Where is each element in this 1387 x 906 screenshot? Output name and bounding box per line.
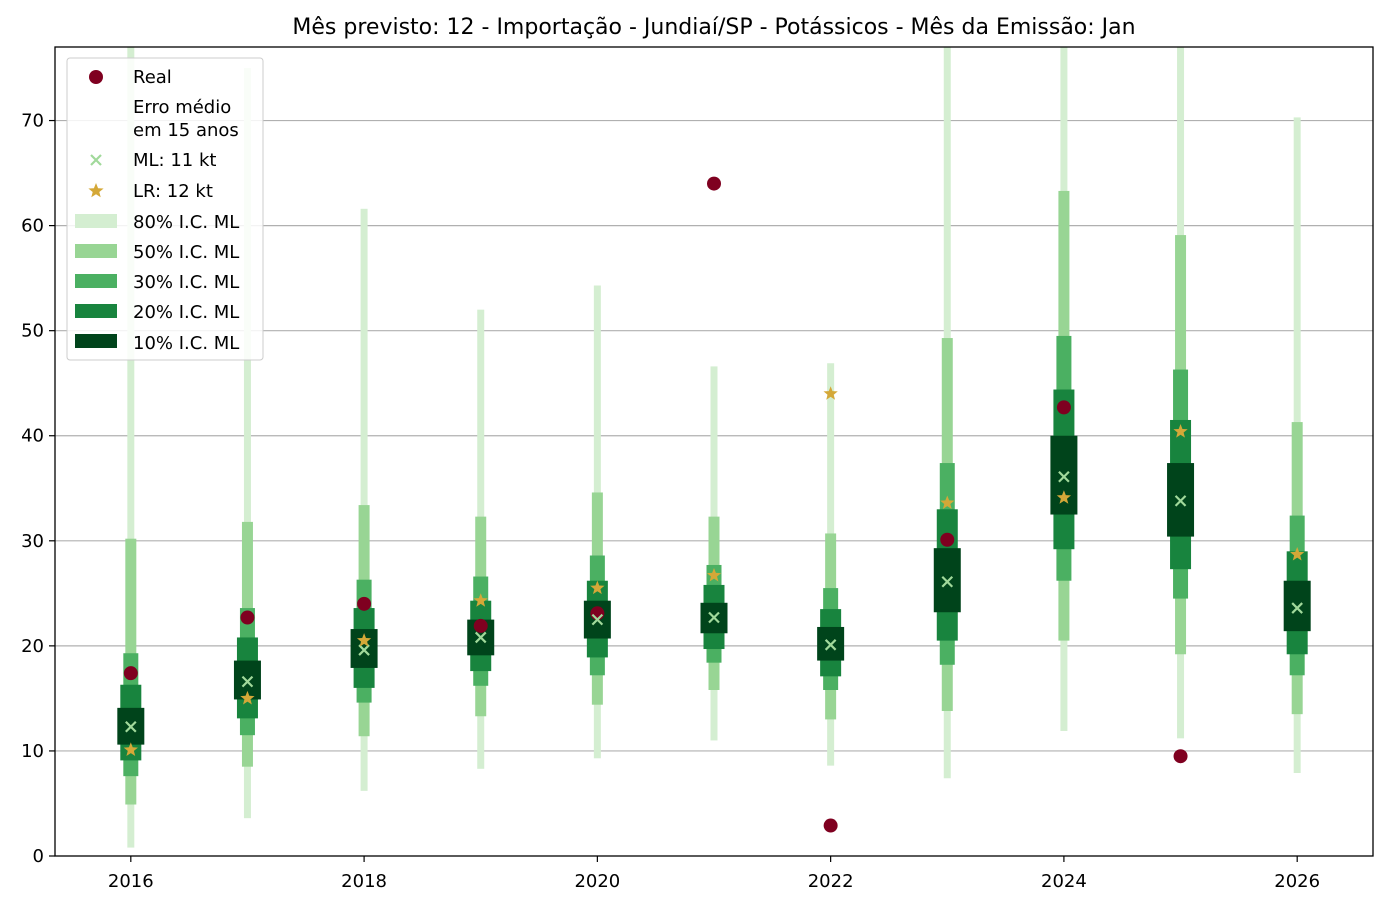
legend-ci20-swatch	[75, 304, 117, 318]
interval-ci10-2023	[933, 548, 961, 613]
y-tick-label-0: 0	[33, 846, 44, 867]
plot-frame	[54, 46, 1374, 857]
legend-real-label: Real	[133, 67, 172, 88]
lr-point-2023	[940, 495, 955, 510]
interval-ci10-2026	[1283, 580, 1311, 632]
x-axis: 2016 2018 2020 2022 2024 2026	[108, 856, 1320, 892]
x-tick-label-2018: 2018	[341, 871, 387, 892]
ml-point-2021	[708, 611, 720, 624]
lr-point-2021	[706, 567, 722, 582]
legend-ml-label: ML: 11 kt	[133, 150, 216, 171]
legend-ci80-label: 80% I.C. ML	[133, 212, 239, 233]
legend-ci30-swatch	[75, 274, 117, 288]
y-tick-label-70: 70	[21, 111, 44, 132]
legend-ml-marker	[90, 154, 102, 166]
y-tick-label-20: 20	[21, 636, 44, 657]
real-point-2018	[357, 596, 372, 611]
y-tick-label-40: 40	[21, 426, 44, 447]
x-tick-label-2020: 2020	[574, 871, 620, 892]
interval-bars	[117, 47, 1311, 848]
real-point-2025	[1173, 749, 1188, 764]
lr-point-2026	[1290, 546, 1305, 561]
ml-point-2016	[125, 720, 137, 733]
real-point-2023	[940, 532, 955, 547]
lr-point-2024	[1056, 490, 1072, 504]
y-tick-label-30: 30	[21, 531, 44, 552]
legend-lr-label: LR: 12 kt	[133, 181, 213, 202]
legend-ci10-swatch	[75, 334, 117, 348]
x-tick-label-2016: 2016	[108, 871, 154, 892]
lr-point-2025	[1173, 424, 1188, 438]
legend-real-marker	[89, 70, 103, 84]
x-tick-label-2022: 2022	[808, 871, 854, 892]
interval-ci80-2018	[360, 208, 368, 791]
y-tick-label-60: 60	[21, 216, 44, 237]
ml-point-2017	[241, 675, 254, 688]
ml-point-2026	[1291, 602, 1303, 614]
lr-point-2022	[823, 386, 838, 400]
lr-point-2016	[123, 742, 138, 756]
real-point-2019	[473, 618, 488, 633]
ml-point-2018	[358, 644, 370, 656]
chart-title: Mês previsto: 12 - Importação - Jundiaí/…	[292, 15, 1135, 40]
real-point-2016	[123, 666, 138, 681]
x-tick-label-2026: 2026	[1274, 871, 1320, 892]
interval-ci10-2024	[1050, 435, 1078, 515]
lr-point-2018	[356, 633, 372, 647]
legend: Real Erro médio em 15 anos ML: 11 kt LR:…	[66, 57, 264, 361]
lr-point-2017	[240, 690, 255, 705]
legend-error-line2: em 15 anos	[133, 120, 239, 141]
lr-point-2020	[590, 580, 605, 595]
real-point-2024	[1056, 400, 1071, 415]
interval-ci80-2017	[243, 68, 251, 819]
y-tick-label-50: 50	[21, 321, 44, 342]
legend-ci50-label: 50% I.C. ML	[133, 242, 239, 263]
legend-ci80-swatch	[75, 214, 117, 228]
ml-point-2023	[941, 576, 954, 588]
ml-point-2022	[824, 639, 837, 651]
real-point-2017	[240, 610, 255, 625]
y-tick-label-10: 10	[21, 741, 44, 762]
legend-lr-marker	[88, 183, 104, 198]
legend-ci20-label: 20% I.C. ML	[133, 302, 239, 323]
lr-point-2019	[473, 593, 488, 607]
ml-point-2025	[1174, 495, 1187, 507]
ml-point-2020	[591, 613, 604, 626]
real-point-2022	[823, 818, 838, 833]
legend-error-line1: Erro médio	[133, 97, 231, 118]
markers	[123, 176, 1305, 833]
legend-ci50-swatch	[75, 244, 117, 258]
interval-ci80-2016	[127, 47, 135, 848]
ml-point-2019	[474, 631, 487, 644]
y-axis: 0 10 20 30 40 50 60 70	[21, 111, 55, 867]
real-point-2021	[707, 176, 721, 191]
x-tick-label-2024: 2024	[1041, 871, 1087, 892]
legend-ci30-label: 30% I.C. ML	[133, 272, 239, 293]
ml-point-2024	[1058, 470, 1070, 483]
legend-ci10-label: 10% I.C. ML	[133, 333, 239, 354]
